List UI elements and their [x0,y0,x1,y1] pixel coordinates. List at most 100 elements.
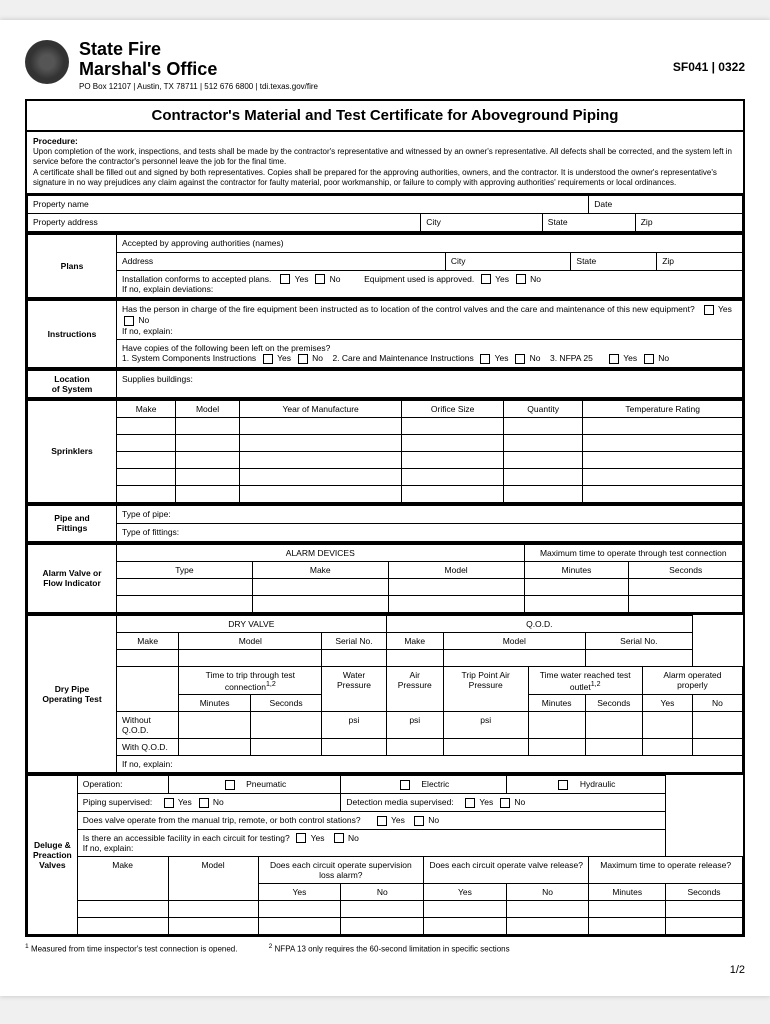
zip-field[interactable]: Zip [635,213,742,231]
pipe-table: Pipe andFittings Type of pipe: Type of f… [27,505,743,542]
del-time-min: Minutes [589,884,666,901]
del-facility[interactable]: Is there an accessible facility in each … [77,829,665,857]
table-row[interactable] [77,918,168,935]
alarmop-h: Alarm operated properly [642,666,742,695]
del-piping[interactable]: Piping supervised: Yes No [77,794,341,812]
plans-accepted[interactable]: Accepted by approving authorities (names… [117,234,743,252]
city-field[interactable]: City [421,213,543,231]
table-row[interactable] [117,417,176,434]
del-model-h: Model [168,857,258,901]
table-row[interactable] [117,485,176,502]
alarm-type-h: Type [117,561,253,578]
spr-year-h: Year of Manufacture [239,400,402,417]
qod-serial-h: Serial No. [585,632,692,649]
alarm-table: Alarm Valve orFlow Indicator ALARM DEVIC… [27,544,743,613]
table-row[interactable] [117,595,253,612]
table-row[interactable] [77,901,168,918]
water-h: Water Pressure [322,666,386,712]
state-seal [25,40,69,84]
air-h: Air Pressure [386,666,443,712]
treach-min-h: Minutes [528,695,585,712]
pipe-label: Pipe andFittings [28,505,117,541]
trip-label-cell [117,666,179,712]
qod-model-h: Model [443,632,585,649]
plans-table: Plans Accepted by approving authorities … [27,234,743,299]
alarm-min-h: Minutes [524,561,629,578]
sprinklers-table: Sprinklers Make Model Year of Manufactur… [27,400,743,503]
plans-state[interactable]: State [571,252,657,270]
del-time-sec: Seconds [666,884,743,901]
form-code: SF041 | 0322 [673,60,745,74]
procedure-block: Procedure: Upon completion of the work, … [27,132,743,195]
trip-h: Time to trip through test connection1,2 [179,666,322,695]
alarm-sec-h: Seconds [629,561,743,578]
spr-qty-h: Quantity [503,400,582,417]
del-hyd[interactable]: Hydraulic [506,776,665,794]
dv-serial-h: Serial No. [322,632,386,649]
drypipe-table: Dry PipeOperating Test DRY VALVE Q.O.D. … [27,615,743,774]
table-row[interactable] [117,578,253,595]
property-name-field[interactable]: Property name [28,195,589,213]
page-number: 1/2 [25,964,745,976]
instr-q2[interactable]: Have copies of the following been left o… [117,339,743,367]
treach-h: Time water reached test outlet1,2 [528,666,642,695]
plans-zip[interactable]: Zip [657,252,743,270]
deluge-table: Deluge &PreactionValves Operation: Pneum… [27,775,743,935]
spr-make-h: Make [117,400,176,417]
plans-city[interactable]: City [445,252,571,270]
del-pneu[interactable]: Pneumatic [168,776,341,794]
table-row[interactable] [117,451,176,468]
table-row[interactable] [117,434,176,451]
fittings-type[interactable]: Type of fittings: [117,523,743,541]
del-loss-h: Does each circuit operate supervision lo… [258,857,424,884]
pipe-type[interactable]: Type of pipe: [117,505,743,523]
alarmop-yes-h: Yes [642,695,692,712]
del-trip[interactable]: Does valve operate from the manual trip,… [77,811,665,829]
dryvalve-h: DRY VALVE [117,615,387,632]
form-title: Contractor's Material and Test Certifica… [27,101,743,132]
alarm-devices-h: ALARM DEVICES [117,544,525,561]
table-row[interactable] [117,468,176,485]
alarm-make-h: Make [252,561,388,578]
del-loss-yes: Yes [258,884,341,901]
procedure-p1: Upon completion of the work, inspections… [33,147,732,166]
alarmop-no-h: No [692,695,742,712]
location-table: Locationof System Supplies buildings: [27,370,743,398]
without-qod-row: Without Q.O.D. [117,712,179,739]
dv-model-h: Model [179,632,322,649]
sprinklers-label: Sprinklers [28,400,117,502]
agency-name-1: State Fire [79,40,673,60]
table-row[interactable] [117,649,179,666]
footnotes: 1 Measured from time inspector's test co… [25,943,745,954]
agency-address: PO Box 12107 | Austin, TX 78711 | 512 67… [79,82,673,91]
supplies-field[interactable]: Supplies buildings: [117,370,743,397]
alarm-maxtime-h: Maximum time to operate through test con… [524,544,742,561]
with-qod-row: With Q.O.D. [117,739,179,756]
procedure-p2: A certificate shall be filled out and si… [33,168,717,187]
spr-orifice-h: Orifice Size [402,400,503,417]
dry-ifno[interactable]: If no, explain: [117,756,743,773]
agency-name-2: Marshal's Office [79,60,673,80]
plans-install-row[interactable]: Installation conforms to accepted plans.… [117,270,743,298]
del-elec[interactable]: Electric [341,776,506,794]
procedure-label: Procedure: [33,136,78,146]
del-op-l: Operation: [77,776,168,794]
qod-make-h: Make [386,632,443,649]
del-detect[interactable]: Detection media supervised: Yes No [341,794,666,812]
instr-q1[interactable]: Has the person in charge of the fire equ… [117,301,743,340]
del-rel-no: No [506,884,589,901]
instructions-label: Instructions [28,301,117,367]
del-maxtime-h: Maximum time to operate release? [589,857,743,884]
date-field[interactable]: Date [589,195,743,213]
trip-sec-h: Seconds [250,695,322,712]
state-field[interactable]: State [542,213,635,231]
deluge-label: Deluge &PreactionValves [28,776,78,935]
drypipe-label: Dry PipeOperating Test [28,615,117,773]
trip-min-h: Minutes [179,695,251,712]
del-make-h: Make [77,857,168,901]
tpoint-h: Trip Point Air Pressure [443,666,528,712]
property-address-field[interactable]: Property address [28,213,421,231]
dv-make-h: Make [117,632,179,649]
plans-address[interactable]: Address [117,252,446,270]
alarm-label: Alarm Valve orFlow Indicator [28,544,117,612]
